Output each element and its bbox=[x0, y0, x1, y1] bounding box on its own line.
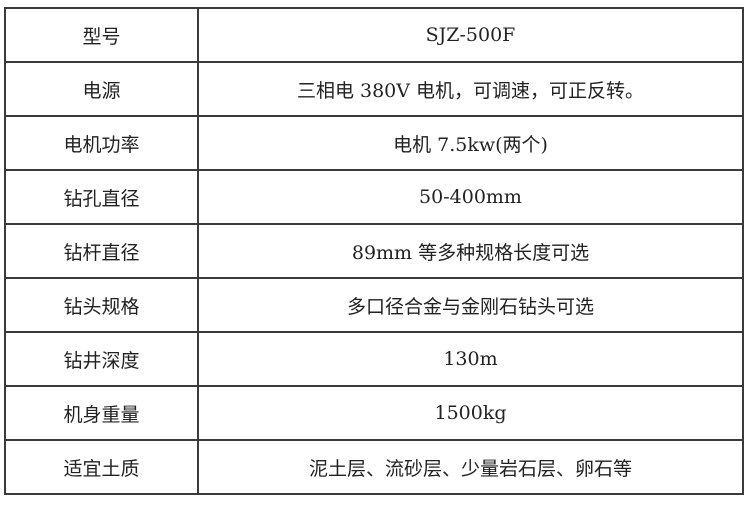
spec-label: 钻井深度 bbox=[4, 331, 199, 387]
spec-value: 130m bbox=[197, 331, 744, 387]
spec-label: 电源 bbox=[4, 61, 199, 117]
spec-label: 适宜土质 bbox=[4, 439, 199, 495]
spec-value: 多口径合金与金刚石钻头可选 bbox=[197, 277, 744, 333]
table-row: 钻杆直径 89mm 等多种规格长度可选 bbox=[4, 223, 744, 279]
spec-value: SJZ-500F bbox=[197, 7, 744, 63]
spec-label: 电机功率 bbox=[4, 115, 199, 171]
table-row: 钻孔直径 50-400mm bbox=[4, 169, 744, 225]
spec-label: 机身重量 bbox=[4, 385, 199, 441]
spec-value: 泥土层、流砂层、少量岩石层、卵石等 bbox=[197, 439, 744, 495]
spec-value: 三相电 380V 电机，可调速，可正反转。 bbox=[197, 61, 744, 117]
table-row: 适宜土质 泥土层、流砂层、少量岩石层、卵石等 bbox=[4, 439, 744, 495]
table-row: 电机功率 电机 7.5kw(两个) bbox=[4, 115, 744, 171]
spec-table-body: 型号 SJZ-500F 电源 三相电 380V 电机，可调速，可正反转。 电机功率 电机 … bbox=[4, 7, 744, 495]
table-row: 机身重量 1500kg bbox=[4, 385, 744, 441]
spec-label: 钻头规格 bbox=[4, 277, 199, 333]
spec-label: 钻孔直径 bbox=[4, 169, 199, 225]
spec-label: 钻杆直径 bbox=[4, 223, 199, 279]
table-row: 型号 SJZ-500F bbox=[4, 7, 744, 63]
table-row: 钻头规格 多口径合金与金刚石钻头可选 bbox=[4, 277, 744, 333]
spec-value: 电机 7.5kw(两个) bbox=[197, 115, 744, 171]
spec-value: 1500kg bbox=[197, 385, 744, 441]
table-row: 电源 三相电 380V 电机，可调速，可正反转。 bbox=[4, 61, 744, 117]
table-row: 钻井深度 130m bbox=[4, 331, 744, 387]
spec-value: 50-400mm bbox=[197, 169, 744, 225]
spec-table: 型号 SJZ-500F 电源 三相电 380V 电机，可调速，可正反转。 电机功率 电机 … bbox=[4, 7, 744, 495]
spec-value: 89mm 等多种规格长度可选 bbox=[197, 223, 744, 279]
spec-label: 型号 bbox=[4, 7, 199, 63]
